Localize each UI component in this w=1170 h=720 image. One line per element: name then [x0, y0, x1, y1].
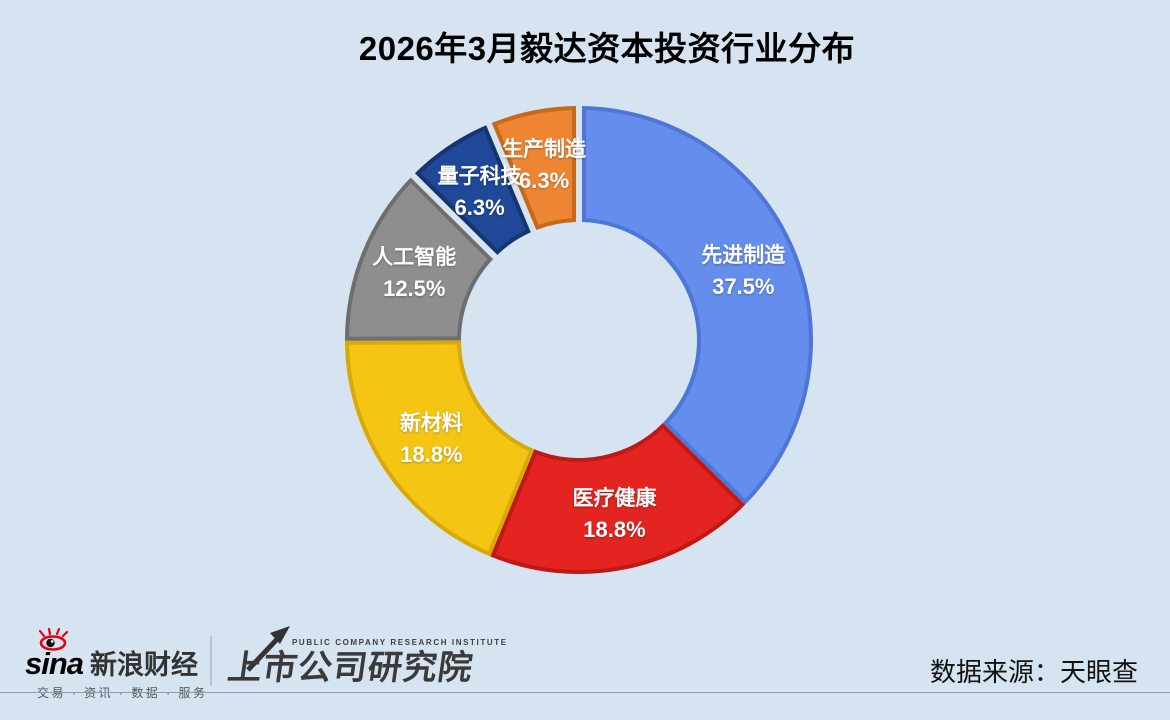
institute-subtitle: PUBLIC COMPANY RESEARCH INSTITUTE — [292, 638, 508, 647]
sina-eye-icon — [38, 628, 69, 651]
sina-tagline: 交易 · 资讯 · 数据 · 服务 — [37, 686, 208, 700]
footer-divider-line — [0, 692, 1170, 693]
pie-slice-5 — [420, 130, 526, 250]
pie-slice-1 — [586, 110, 809, 500]
sina-logo-row: sina 新浪财经 — [25, 630, 208, 679]
pie-slice-6 — [496, 110, 572, 225]
pie-slice-4 — [349, 183, 488, 337]
data-source-text: 数据来源：天眼查 — [929, 657, 1138, 687]
arrow-up-right-icon — [246, 626, 290, 672]
sina-brand-name: 新浪财经 — [90, 650, 199, 680]
footer-vertical-divider — [210, 636, 212, 686]
pie-slice-2 — [495, 428, 740, 570]
pie-slice-3 — [349, 344, 530, 552]
sina-logotype: sina — [25, 646, 84, 681]
chart-title: 2026年3月毅达资本投资行业分布 — [358, 30, 856, 67]
sina-finance-logo: sina 新浪财经 交易 · 资讯 · 数据 · 服务 — [25, 628, 208, 701]
institute-logo: PUBLIC COMPANY RESEARCH INSTITUTE 上市公司研究… — [225, 626, 506, 687]
institute-name: 上市公司研究院 — [225, 649, 476, 687]
